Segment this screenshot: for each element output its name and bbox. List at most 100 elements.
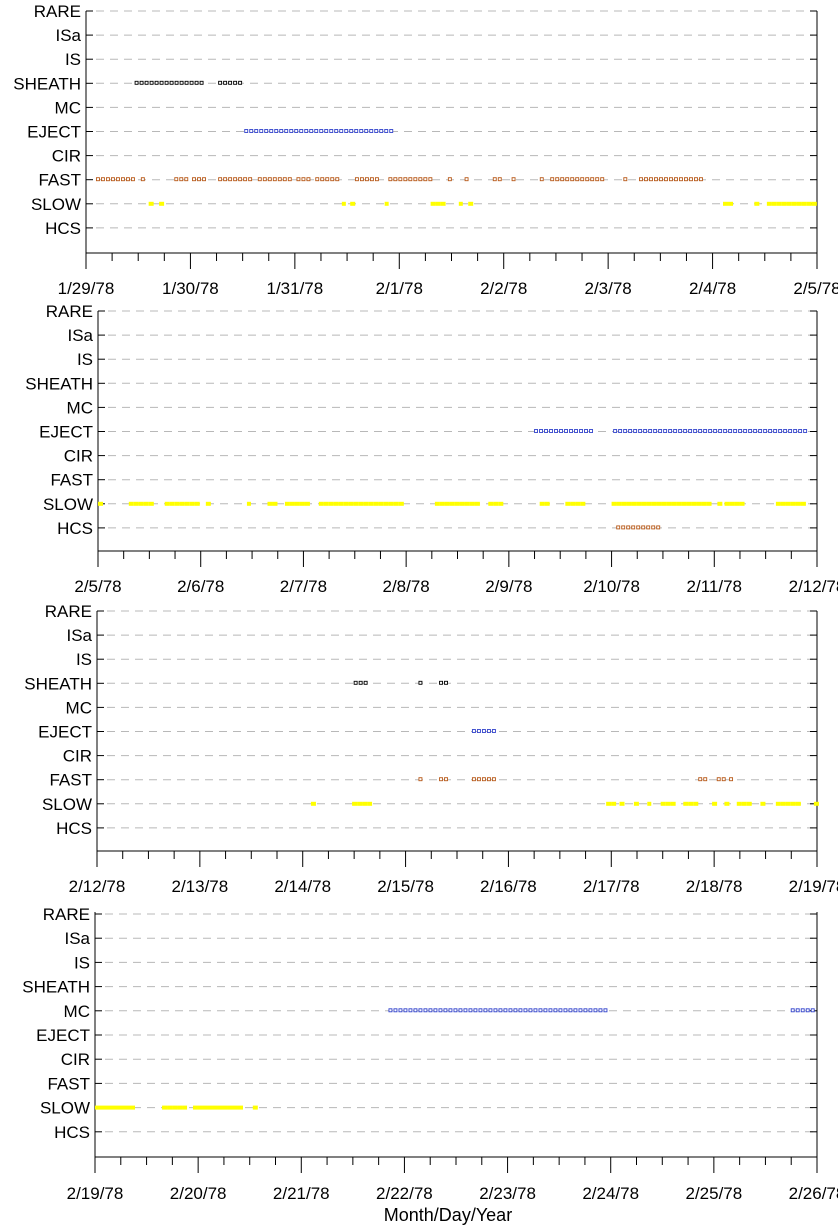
data-marker-fast	[664, 177, 668, 182]
panel-4: RARE ISa IS SHEATH MC EJECT CIR FAST SLOW HCS 2/19…	[22, 905, 838, 1203]
data-marker-fast	[679, 177, 683, 182]
data-marker-slow	[267, 501, 273, 506]
data-marker-mc	[593, 1008, 598, 1013]
data-marker-eject	[269, 129, 274, 133]
category-label: SLOW	[31, 195, 81, 214]
category-label: IS	[65, 50, 81, 69]
data-marker-fast	[492, 177, 497, 182]
data-marker-mc	[543, 1008, 548, 1013]
data-marker-slow	[790, 801, 796, 806]
data-marker-sheath	[149, 80, 154, 85]
data-marker-fast	[418, 177, 423, 182]
data-marker-slow	[795, 801, 801, 806]
data-marker-eject	[793, 429, 798, 433]
data-marker-eject	[304, 129, 309, 133]
data-marker-slow	[197, 1105, 203, 1110]
data-marker-eject	[693, 429, 698, 433]
data-marker-fast	[497, 177, 502, 182]
data-marker-fast	[388, 177, 393, 182]
category-label: EJECT	[36, 1026, 90, 1045]
date-tick-label: 2/13/78	[171, 877, 228, 896]
data-marker-slow	[373, 501, 379, 506]
data-marker-eject	[549, 429, 553, 433]
data-marker-slow	[729, 501, 735, 506]
data-marker-eject	[554, 429, 558, 433]
data-marker-slow	[299, 501, 305, 506]
data-marker-slow	[227, 1105, 233, 1110]
date-tick-label: 2/22/78	[376, 1184, 433, 1203]
category-label: IS	[76, 650, 92, 669]
data-marker-mc	[388, 1008, 393, 1013]
data-marker-slow	[693, 801, 699, 806]
data-marker-slow	[304, 501, 310, 506]
data-marker-slow	[138, 501, 144, 506]
data-marker-fast	[325, 177, 330, 182]
data-marker-sheath	[189, 80, 194, 85]
data-marker-fast	[364, 177, 369, 182]
data-marker-eject	[589, 429, 593, 433]
data-marker-eject	[294, 129, 299, 133]
category-label: FAST	[47, 1074, 90, 1093]
data-marker-eject	[613, 429, 618, 433]
data-marker-slow	[811, 201, 817, 206]
data-marker-fast	[306, 177, 311, 182]
category-label: SLOW	[40, 1099, 90, 1118]
category-label: HCS	[56, 819, 92, 838]
data-marker-mc	[583, 1008, 588, 1013]
data-marker-fast	[100, 177, 105, 182]
data-marker-fast	[140, 177, 145, 182]
data-marker-slow	[289, 501, 295, 506]
data-marker-eject	[284, 129, 289, 133]
data-marker-eject	[768, 429, 773, 433]
data-marker-mc	[393, 1008, 398, 1013]
data-marker-hcs	[631, 525, 636, 530]
data-marker-slow	[232, 1105, 238, 1110]
data-marker-slow	[237, 1105, 243, 1110]
data-marker-slow	[444, 501, 450, 506]
data-marker-sheath	[194, 80, 199, 85]
data-marker-slow	[202, 1105, 208, 1110]
data-marker-fast	[729, 777, 734, 782]
category-label: MC	[67, 398, 93, 417]
data-marker-slow	[474, 501, 480, 506]
data-marker-mc	[598, 1008, 603, 1013]
data-marker-fast	[639, 177, 643, 182]
data-marker-eject	[254, 129, 259, 133]
data-marker-fast	[277, 177, 282, 182]
date-tick-label: 2/7/78	[280, 577, 327, 596]
category-label: SLOW	[42, 795, 92, 814]
data-marker-mc	[578, 1008, 583, 1013]
data-marker-fast	[228, 177, 233, 182]
data-marker-fast	[595, 177, 600, 182]
data-marker-eject	[249, 129, 254, 133]
data-marker-fast	[439, 777, 443, 782]
data-marker-slow	[683, 801, 689, 806]
data-marker-fast	[511, 177, 516, 182]
category-label: RARE	[45, 602, 92, 621]
data-marker-fast	[694, 177, 698, 182]
data-marker-slow	[357, 801, 363, 806]
data-marker-slow	[754, 201, 760, 206]
data-marker-fast	[130, 177, 135, 182]
data-marker-slow	[194, 501, 200, 506]
data-marker-fast	[464, 177, 469, 182]
data-marker-slow	[182, 1105, 188, 1110]
date-tick-label: 1/29/78	[58, 279, 115, 298]
date-tick-label: 2/12/78	[69, 877, 126, 896]
category-label: RARE	[43, 905, 90, 924]
data-marker-slow	[469, 501, 475, 506]
data-marker-slow	[801, 201, 807, 206]
data-marker-slow	[310, 801, 316, 806]
data-marker-eject	[763, 429, 768, 433]
category-label: SHEATH	[22, 978, 90, 997]
data-marker-eject	[668, 429, 673, 433]
data-marker-slow	[174, 501, 180, 506]
data-marker-mc	[448, 1008, 453, 1013]
data-marker-sheath	[233, 80, 238, 85]
data-marker-slow	[348, 501, 354, 506]
data-marker-slow	[736, 801, 742, 806]
data-marker-slow	[724, 801, 730, 806]
data-marker-slow	[434, 501, 440, 506]
data-marker-fast	[447, 177, 452, 182]
data-marker-slow	[660, 801, 666, 806]
